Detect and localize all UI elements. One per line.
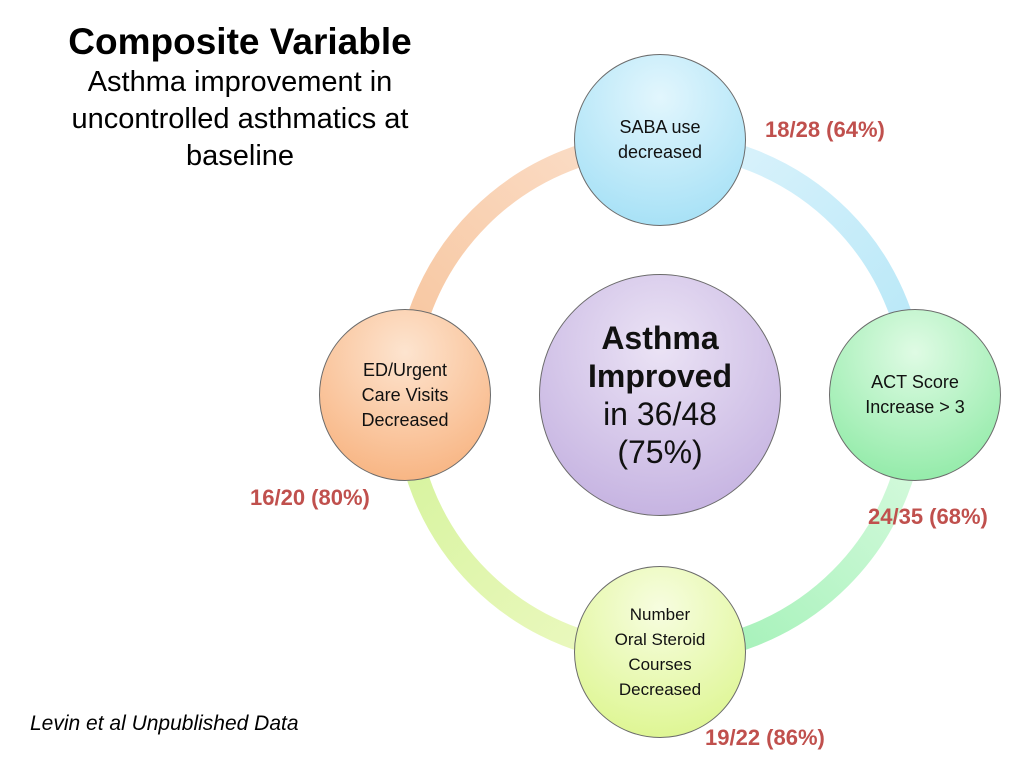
node-saba-use: SABA use decreased bbox=[574, 54, 746, 226]
node-label: Increase > 3 bbox=[865, 397, 965, 417]
node-label: Courses bbox=[628, 655, 692, 674]
stat-steroid: 19/22 (86%) bbox=[705, 725, 825, 750]
stat-ed: 16/20 (80%) bbox=[250, 485, 370, 510]
node-label: ED/Urgent bbox=[362, 359, 448, 380]
title-block: Composite Variable Asthma improvement in… bbox=[30, 20, 450, 175]
node-oral-steroid: Number Oral Steroid Courses Decreased bbox=[574, 566, 746, 738]
node-label: Oral Steroid bbox=[614, 630, 706, 649]
node-act-score: ACT Score Increase > 3 bbox=[829, 309, 1001, 481]
stat-saba: 18/28 (64%) bbox=[765, 117, 885, 142]
center-line-3: in 36/48 bbox=[603, 396, 717, 432]
slide-title: Composite Variable bbox=[68, 21, 412, 62]
source-note: Levin et al Unpublished Data bbox=[30, 712, 299, 735]
stat-act: 24/35 (68%) bbox=[868, 504, 988, 529]
node-label: Number bbox=[629, 605, 691, 624]
center-line-1: Asthma bbox=[601, 320, 719, 356]
node-label: SABA use bbox=[619, 117, 701, 137]
slide-subtitle: Asthma improvement in uncontrolled asthm… bbox=[71, 66, 409, 172]
node-label: ACT Score bbox=[871, 372, 959, 392]
node-label: Care Visits bbox=[361, 384, 449, 405]
node-label: Decreased bbox=[618, 680, 702, 699]
node-ed-visits: ED/Urgent Care Visits Decreased bbox=[319, 309, 491, 481]
node-label: Decreased bbox=[361, 409, 449, 430]
node-label: decreased bbox=[617, 142, 703, 162]
center-line-2: Improved bbox=[587, 358, 733, 394]
center-line-4: (75%) bbox=[617, 434, 703, 470]
center-node-asthma-improved: Asthma Improved in 36/48 (75%) bbox=[539, 274, 781, 516]
